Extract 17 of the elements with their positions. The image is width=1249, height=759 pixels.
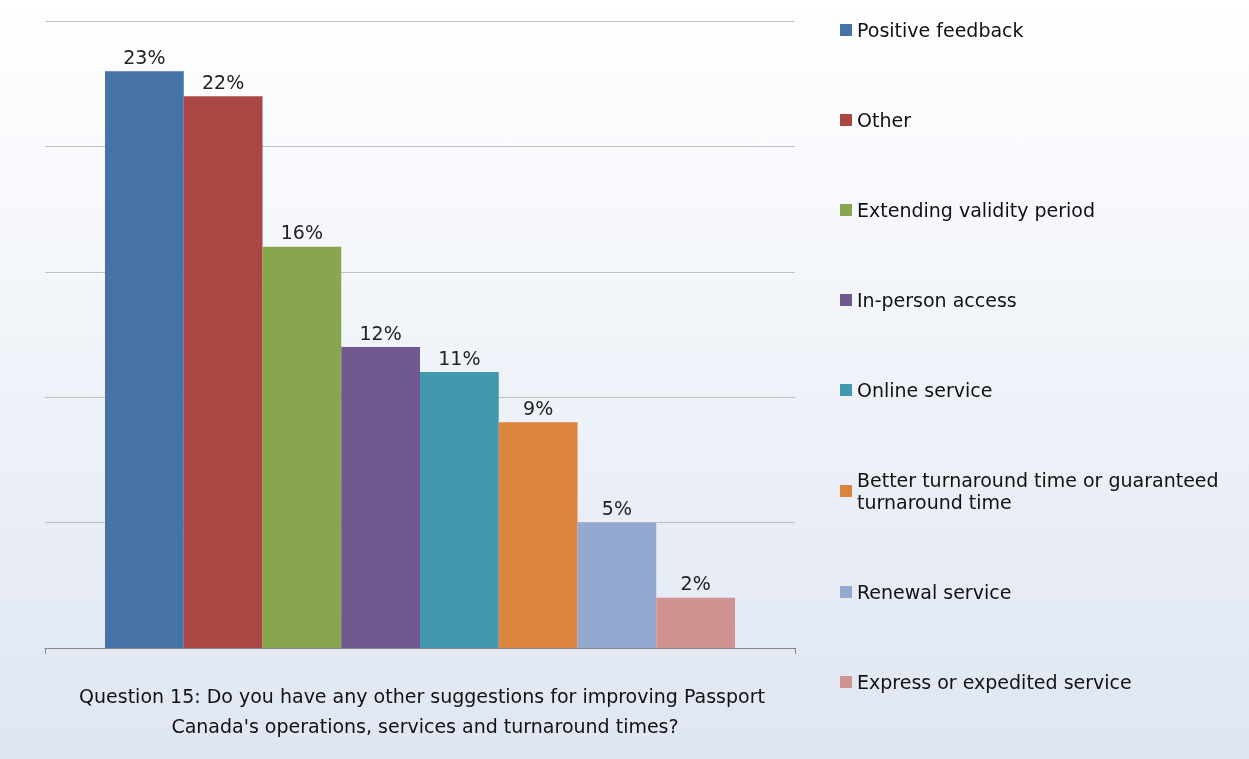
legend-label: Express or expedited service <box>857 671 1132 693</box>
data-label: 16% <box>280 221 323 244</box>
data-label: 2% <box>680 572 711 595</box>
legend-label: Renewal service <box>857 581 1012 603</box>
legend-label: Positive feedback <box>857 19 1024 41</box>
legend-label: Extending validity period <box>857 199 1095 221</box>
data-label: 11% <box>438 346 481 369</box>
data-label: 22% <box>202 70 245 93</box>
legend-label: Other <box>857 109 912 131</box>
legend-label: Online service <box>857 379 993 401</box>
legend-label: Better turnaround time or guaranteed turnaround time <box>857 469 1225 513</box>
data-label: 5% <box>601 497 632 520</box>
data-label: 23% <box>123 45 166 68</box>
data-label: 12% <box>359 321 402 344</box>
legend-label: In-person access <box>857 289 1017 311</box>
x-axis-title: Question 15: Do you have any other suggestions for improving Passport Canada's operations, services and turnaround times? <box>79 685 771 737</box>
data-label: 9% <box>523 396 554 419</box>
